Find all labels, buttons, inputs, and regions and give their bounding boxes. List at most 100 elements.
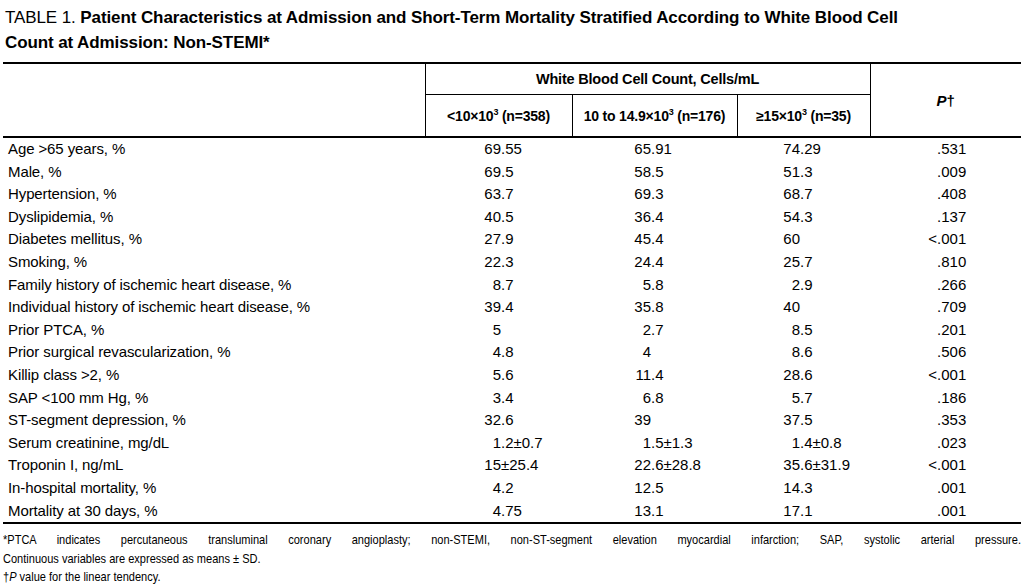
table-row: Individual history of ischemic heart dis… [3, 296, 1021, 319]
cell-value: 63.7 [425, 183, 572, 206]
cell-value: 37.5 [737, 409, 870, 432]
wbc-group-header: White Blood Cell Count, Cells/mL [425, 63, 870, 95]
footnote-p-value: †P value for the linear tendency. [3, 568, 1021, 587]
row-label: Individual history of ischemic heart dis… [3, 296, 425, 319]
table-number: TABLE 1. [5, 8, 80, 27]
cell-value: 8.5 [737, 319, 870, 342]
table-row: Diabetes mellitus, %27.945.460<.001 [3, 228, 1021, 251]
cell-value: .506 [870, 341, 1021, 364]
p-symbol: P [937, 92, 947, 109]
cell-value: 2.9 [737, 274, 870, 297]
cell-value: 6.8 [572, 387, 737, 410]
cell-value: 22.6±28.8 [572, 454, 737, 477]
row-label: Diabetes mellitus, % [3, 228, 425, 251]
row-label: Mortality at 30 days, % [3, 500, 425, 524]
cell-value: 8.7 [425, 274, 572, 297]
empty-corner-cell [3, 63, 425, 137]
cell-value: 54.3 [737, 206, 870, 229]
cell-value: 69.55 [425, 137, 572, 161]
p-value-column-header: P† [870, 63, 1021, 137]
row-label: Troponin I, ng/mL [3, 454, 425, 477]
row-label: Dyslipidemia, % [3, 206, 425, 229]
table-row: Smoking, %22.324.425.7.810 [3, 251, 1021, 274]
cell-value: .001 [870, 477, 1021, 500]
table-row: Age >65 years, %69.5565.9174.29.531 [3, 137, 1021, 161]
cell-value: 32.6 [425, 409, 572, 432]
cell-value: .266 [870, 274, 1021, 297]
cell-value: 27.9 [425, 228, 572, 251]
cell-value: .531 [870, 137, 1021, 161]
cell-value: 58.5 [572, 161, 737, 184]
cell-value: 15±25.4 [425, 454, 572, 477]
cell-value: 4.75 [425, 500, 572, 524]
row-label: Killip class >2, % [3, 364, 425, 387]
table-row: Mortality at 30 days, %4.7513.117.1.001 [3, 500, 1021, 524]
row-label: Prior PTCA, % [3, 319, 425, 342]
cell-value: 12.5 [572, 477, 737, 500]
cell-value: 1.2±0.7 [425, 432, 572, 455]
cell-value: 35.8 [572, 296, 737, 319]
table-row: In-hospital mortality, %4.212.514.3.001 [3, 477, 1021, 500]
footnote-abbreviations: *PTCA indicates percutaneous translumina… [3, 531, 1021, 550]
cell-value: 11.4 [572, 364, 737, 387]
row-label: SAP <100 mm Hg, % [3, 387, 425, 410]
cell-value: 35.6±31.9 [737, 454, 870, 477]
row-label: Prior surgical revascularization, % [3, 341, 425, 364]
cell-value: <.001 [870, 228, 1021, 251]
paper-table-page: TABLE 1. Patient Characteristics at Admi… [0, 0, 1024, 588]
row-label: Serum creatinine, mg/dL [3, 432, 425, 455]
cell-value: .709 [870, 296, 1021, 319]
cell-value: 5.8 [572, 274, 737, 297]
cell-value: 39.4 [425, 296, 572, 319]
cell-value: .186 [870, 387, 1021, 410]
cell-value: 4.2 [425, 477, 572, 500]
cell-value: 4.8 [425, 341, 572, 364]
cell-value: 65.91 [572, 137, 737, 161]
table-row: Hypertension, %63.769.368.7.408 [3, 183, 1021, 206]
cell-value: 28.6 [737, 364, 870, 387]
row-label: Hypertension, % [3, 183, 425, 206]
cell-value: 1.5±1.3 [572, 432, 737, 455]
row-label: ST-segment depression, % [3, 409, 425, 432]
dagger-symbol: † [947, 92, 955, 109]
table-row: Prior PTCA, %52.78.5.201 [3, 319, 1021, 342]
cell-value: .810 [870, 251, 1021, 274]
cell-value: 4 [572, 341, 737, 364]
patient-characteristics-table: White Blood Cell Count, Cells/mL P† <10×… [3, 62, 1021, 524]
table-row: Killip class >2, %5.611.428.6<.001 [3, 364, 1021, 387]
cell-value: 36.4 [572, 206, 737, 229]
table-row: Dyslipidemia, %40.536.454.3.137 [3, 206, 1021, 229]
cell-value: 74.29 [737, 137, 870, 161]
table-title: TABLE 1. Patient Characteristics at Admi… [0, 0, 1024, 55]
table-row: Male, %69.558.551.3.009 [3, 161, 1021, 184]
row-label: Smoking, % [3, 251, 425, 274]
footnotes: *PTCA indicates percutaneous translumina… [3, 531, 1021, 587]
column-header-wbc-low: <10×103 (n=358) [425, 95, 572, 138]
row-label: Age >65 years, % [3, 137, 425, 161]
table-row: Serum creatinine, mg/dL1.2±0.71.5±1.31.4… [3, 432, 1021, 455]
cell-value: <.001 [870, 364, 1021, 387]
table-row: Troponin I, ng/mL15±25.422.6±28.835.6±31… [3, 454, 1021, 477]
row-label: Male, % [3, 161, 425, 184]
cell-value: 5.6 [425, 364, 572, 387]
table-body: Age >65 years, %69.5565.9174.29.531Male,… [3, 137, 1021, 523]
row-label: Family history of ischemic heart disease… [3, 274, 425, 297]
cell-value: 69.5 [425, 161, 572, 184]
cell-value: 40 [737, 296, 870, 319]
cell-value: 22.3 [425, 251, 572, 274]
cell-value: 17.1 [737, 500, 870, 524]
cell-value: <.001 [870, 454, 1021, 477]
cell-value: 8.6 [737, 341, 870, 364]
column-header-wbc-high: ≥15×103 (n=35) [737, 95, 870, 138]
cell-value: 2.7 [572, 319, 737, 342]
cell-value: 51.3 [737, 161, 870, 184]
table-row: SAP <100 mm Hg, %3.46.85.7.186 [3, 387, 1021, 410]
cell-value: .353 [870, 409, 1021, 432]
cell-value: 60 [737, 228, 870, 251]
footnote-continuous-variables: Continuous variables are expressed as me… [3, 550, 1021, 569]
cell-value: .137 [870, 206, 1021, 229]
cell-value: .023 [870, 432, 1021, 455]
cell-value: 5.7 [737, 387, 870, 410]
row-label: In-hospital mortality, % [3, 477, 425, 500]
cell-value: 14.3 [737, 477, 870, 500]
